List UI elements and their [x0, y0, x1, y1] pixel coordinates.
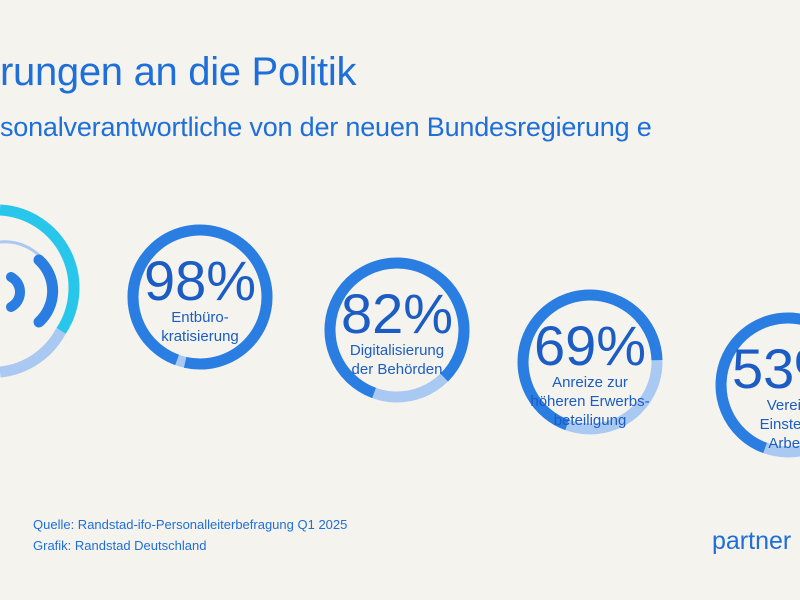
donut-category-label: Anreize zur	[552, 374, 628, 391]
donut-category-label: Verein	[767, 397, 800, 414]
donut-percent-label: 82%	[341, 282, 453, 345]
donut-1: 82%Digitalisierung der Behörden	[324, 257, 470, 403]
donut-0: 98%Entbüro-kratisierung	[127, 224, 273, 370]
donut-value-arc	[517, 289, 663, 431]
donut-percent-label: 98%	[144, 249, 256, 312]
donut-value-arc	[324, 257, 470, 399]
donut-percent-label: 53%	[732, 337, 800, 400]
donut-percent-label: 69%	[534, 314, 646, 377]
donut-category-label: Digitalisierung	[350, 342, 444, 359]
donut-category-label: Einstellu	[760, 416, 800, 433]
source-note: Quelle: Randstad-ifo-Personalleiterbefra…	[33, 517, 348, 532]
donut-2: 69%Anreize zur höheren Erwerbs-beteiligun…	[517, 289, 663, 435]
sound-wave-icon	[0, 204, 80, 378]
donut-category-label: Arbeit	[768, 435, 800, 452]
donut-value-arc	[715, 312, 800, 454]
donut-category-label: höheren Erwerbs-	[530, 393, 649, 410]
graphic-credit: Grafik: Randstad Deutschland	[33, 538, 207, 553]
donut-value-arc	[127, 224, 273, 370]
donut-3: 53%Verein Einstellu Arbeit	[715, 312, 800, 458]
donut-category-label: Entbüro-	[171, 309, 229, 326]
brand-logo-text: partner	[712, 527, 792, 555]
donut-category-label: kratisierung	[161, 328, 239, 345]
donut-category-label: beteiligung	[554, 412, 627, 429]
donut-category-label: der Behörden	[352, 361, 443, 378]
page-subtitle: sonalverantwortliche von der neuen Bunde…	[0, 112, 652, 142]
page-title: rungen an die Politik	[0, 50, 357, 94]
